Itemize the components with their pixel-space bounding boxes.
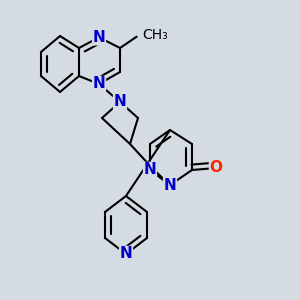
Text: N: N [144,163,156,178]
Text: O: O [209,160,223,175]
Text: N: N [93,76,105,92]
Text: CH₃: CH₃ [142,28,168,42]
Text: N: N [120,247,132,262]
Text: N: N [93,30,105,45]
Text: N: N [114,94,126,110]
Text: N: N [164,178,176,193]
